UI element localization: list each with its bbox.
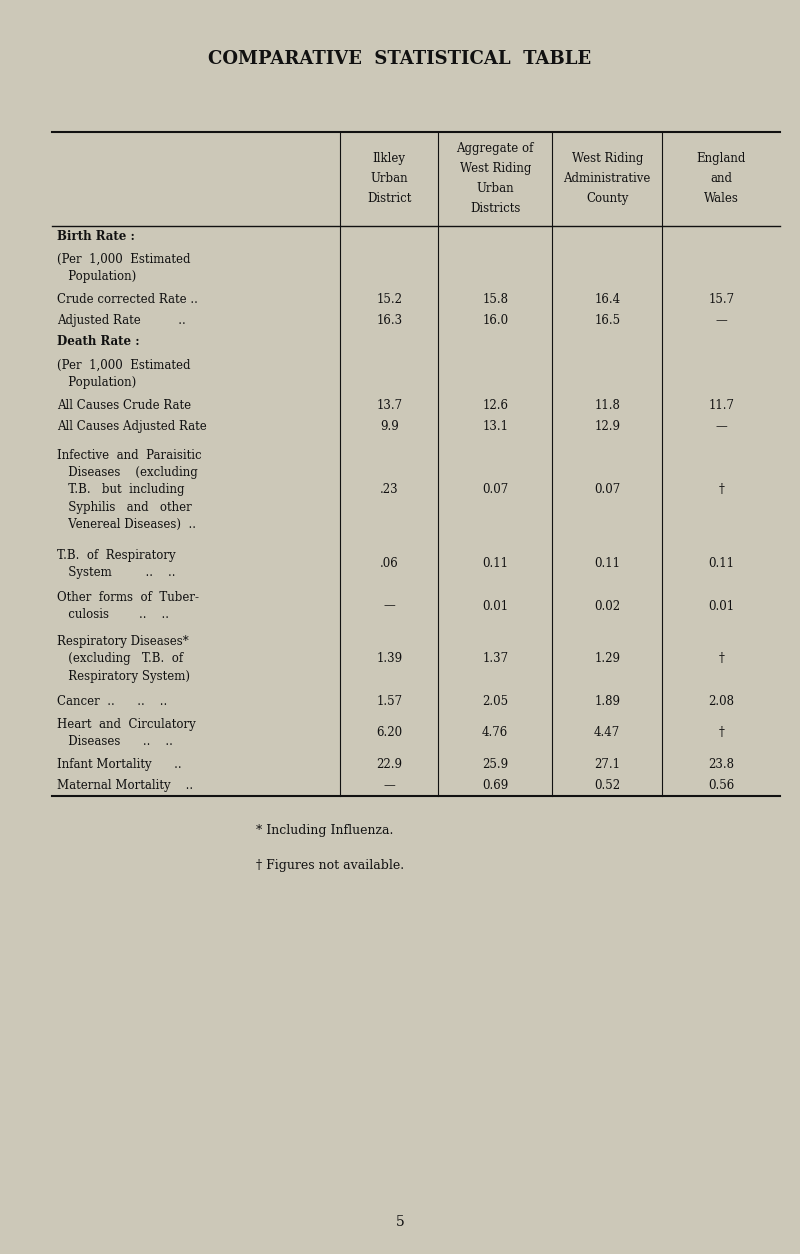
Text: Infant Mortality      ..: Infant Mortality .. (57, 759, 182, 771)
Text: 5: 5 (396, 1215, 404, 1229)
Text: Respiratory System): Respiratory System) (57, 670, 190, 682)
Text: 16.3: 16.3 (376, 315, 402, 327)
Text: T.B.   but  including: T.B. but including (57, 483, 184, 497)
Text: Administrative: Administrative (563, 172, 651, 186)
Text: Wales: Wales (704, 192, 738, 206)
Text: 15.8: 15.8 (482, 293, 508, 306)
Text: Infective  and  Paraisitic: Infective and Paraisitic (57, 449, 202, 461)
Text: * Including Influenza.: * Including Influenza. (256, 824, 394, 836)
Text: T.B.  of  Respiratory: T.B. of Respiratory (57, 549, 175, 562)
Text: 0.52: 0.52 (594, 779, 620, 793)
Text: Population): Population) (57, 270, 136, 283)
Text: 15.2: 15.2 (376, 293, 402, 306)
Text: Urban: Urban (476, 182, 514, 196)
Text: District: District (367, 192, 411, 206)
Text: 6.20: 6.20 (376, 726, 402, 740)
Text: 25.9: 25.9 (482, 759, 508, 771)
Text: †: † (718, 726, 724, 740)
Text: (Per  1,000  Estimated: (Per 1,000 Estimated (57, 359, 190, 371)
Text: All Causes Crude Rate: All Causes Crude Rate (57, 399, 191, 411)
Text: System         ..    ..: System .. .. (57, 566, 175, 579)
Text: 12.6: 12.6 (482, 399, 508, 411)
Text: Death Rate :: Death Rate : (57, 336, 139, 349)
Text: 1.37: 1.37 (482, 652, 508, 666)
Text: culosis        ..    ..: culosis .. .. (57, 608, 169, 621)
Text: Diseases    (excluding: Diseases (excluding (57, 466, 198, 479)
Text: Maternal Mortality    ..: Maternal Mortality .. (57, 779, 193, 793)
Text: 1.29: 1.29 (594, 652, 620, 666)
Text: Other  forms  of  Tuber-: Other forms of Tuber- (57, 591, 199, 604)
Text: and: and (710, 172, 732, 186)
Text: 0.56: 0.56 (708, 779, 734, 793)
Text: 0.69: 0.69 (482, 779, 508, 793)
Text: .06: .06 (380, 557, 398, 571)
Text: †: † (718, 652, 724, 666)
Text: Adjusted Rate          ..: Adjusted Rate .. (57, 315, 186, 327)
Text: 4.47: 4.47 (594, 726, 620, 740)
Text: All Causes Adjusted Rate: All Causes Adjusted Rate (57, 420, 206, 433)
Text: 0.11: 0.11 (594, 557, 620, 571)
Text: Population): Population) (57, 376, 136, 389)
Text: Crude corrected Rate ..: Crude corrected Rate .. (57, 293, 198, 306)
Text: County: County (586, 192, 628, 206)
Text: 1.39: 1.39 (376, 652, 402, 666)
Text: (excluding   T.B.  of: (excluding T.B. of (57, 652, 183, 666)
Text: 13.1: 13.1 (482, 420, 508, 433)
Text: 22.9: 22.9 (376, 759, 402, 771)
Text: —: — (715, 315, 727, 327)
Text: 11.8: 11.8 (594, 399, 620, 411)
Text: 13.7: 13.7 (376, 399, 402, 411)
Text: Aggregate of: Aggregate of (457, 142, 534, 155)
Text: 23.8: 23.8 (708, 759, 734, 771)
Text: 16.0: 16.0 (482, 315, 508, 327)
Text: COMPARATIVE  STATISTICAL  TABLE: COMPARATIVE STATISTICAL TABLE (209, 50, 591, 68)
Text: —: — (383, 779, 395, 793)
Text: .23: .23 (380, 483, 398, 497)
Text: 0.11: 0.11 (482, 557, 508, 571)
Text: 15.7: 15.7 (708, 293, 734, 306)
Text: 4.76: 4.76 (482, 726, 508, 740)
Text: 0.01: 0.01 (482, 599, 508, 613)
Text: —: — (715, 420, 727, 433)
Text: 16.4: 16.4 (594, 293, 620, 306)
Text: †: † (718, 483, 724, 497)
Text: Ilkley: Ilkley (373, 152, 406, 166)
Text: West Riding: West Riding (459, 162, 531, 176)
Text: 12.9: 12.9 (594, 420, 620, 433)
Text: 16.5: 16.5 (594, 315, 620, 327)
Text: Birth Rate :: Birth Rate : (57, 229, 134, 243)
Text: Respiratory Diseases*: Respiratory Diseases* (57, 635, 189, 648)
Text: Venereal Diseases)  ..: Venereal Diseases) .. (57, 518, 196, 530)
Text: 0.01: 0.01 (708, 599, 734, 613)
Text: 0.11: 0.11 (708, 557, 734, 571)
Text: 2.05: 2.05 (482, 695, 508, 707)
Text: England: England (697, 152, 746, 166)
Text: 0.07: 0.07 (594, 483, 620, 497)
Text: —: — (383, 599, 395, 613)
Text: 9.9: 9.9 (380, 420, 398, 433)
Text: 11.7: 11.7 (708, 399, 734, 411)
Text: Syphilis   and   other: Syphilis and other (57, 500, 191, 514)
Text: West Riding: West Riding (571, 152, 643, 166)
Text: 2.08: 2.08 (708, 695, 734, 707)
Text: Urban: Urban (370, 172, 408, 186)
Text: Heart  and  Circulatory: Heart and Circulatory (57, 717, 195, 731)
Text: Diseases      ..    ..: Diseases .. .. (57, 735, 173, 749)
Text: 0.02: 0.02 (594, 599, 620, 613)
Text: † Figures not available.: † Figures not available. (256, 859, 404, 872)
Text: 1.89: 1.89 (594, 695, 620, 707)
Text: 27.1: 27.1 (594, 759, 620, 771)
Text: Districts: Districts (470, 202, 520, 216)
Text: Cancer  ..      ..    ..: Cancer .. .. .. (57, 695, 167, 707)
Text: 1.57: 1.57 (376, 695, 402, 707)
Text: (Per  1,000  Estimated: (Per 1,000 Estimated (57, 253, 190, 266)
Text: 0.07: 0.07 (482, 483, 508, 497)
